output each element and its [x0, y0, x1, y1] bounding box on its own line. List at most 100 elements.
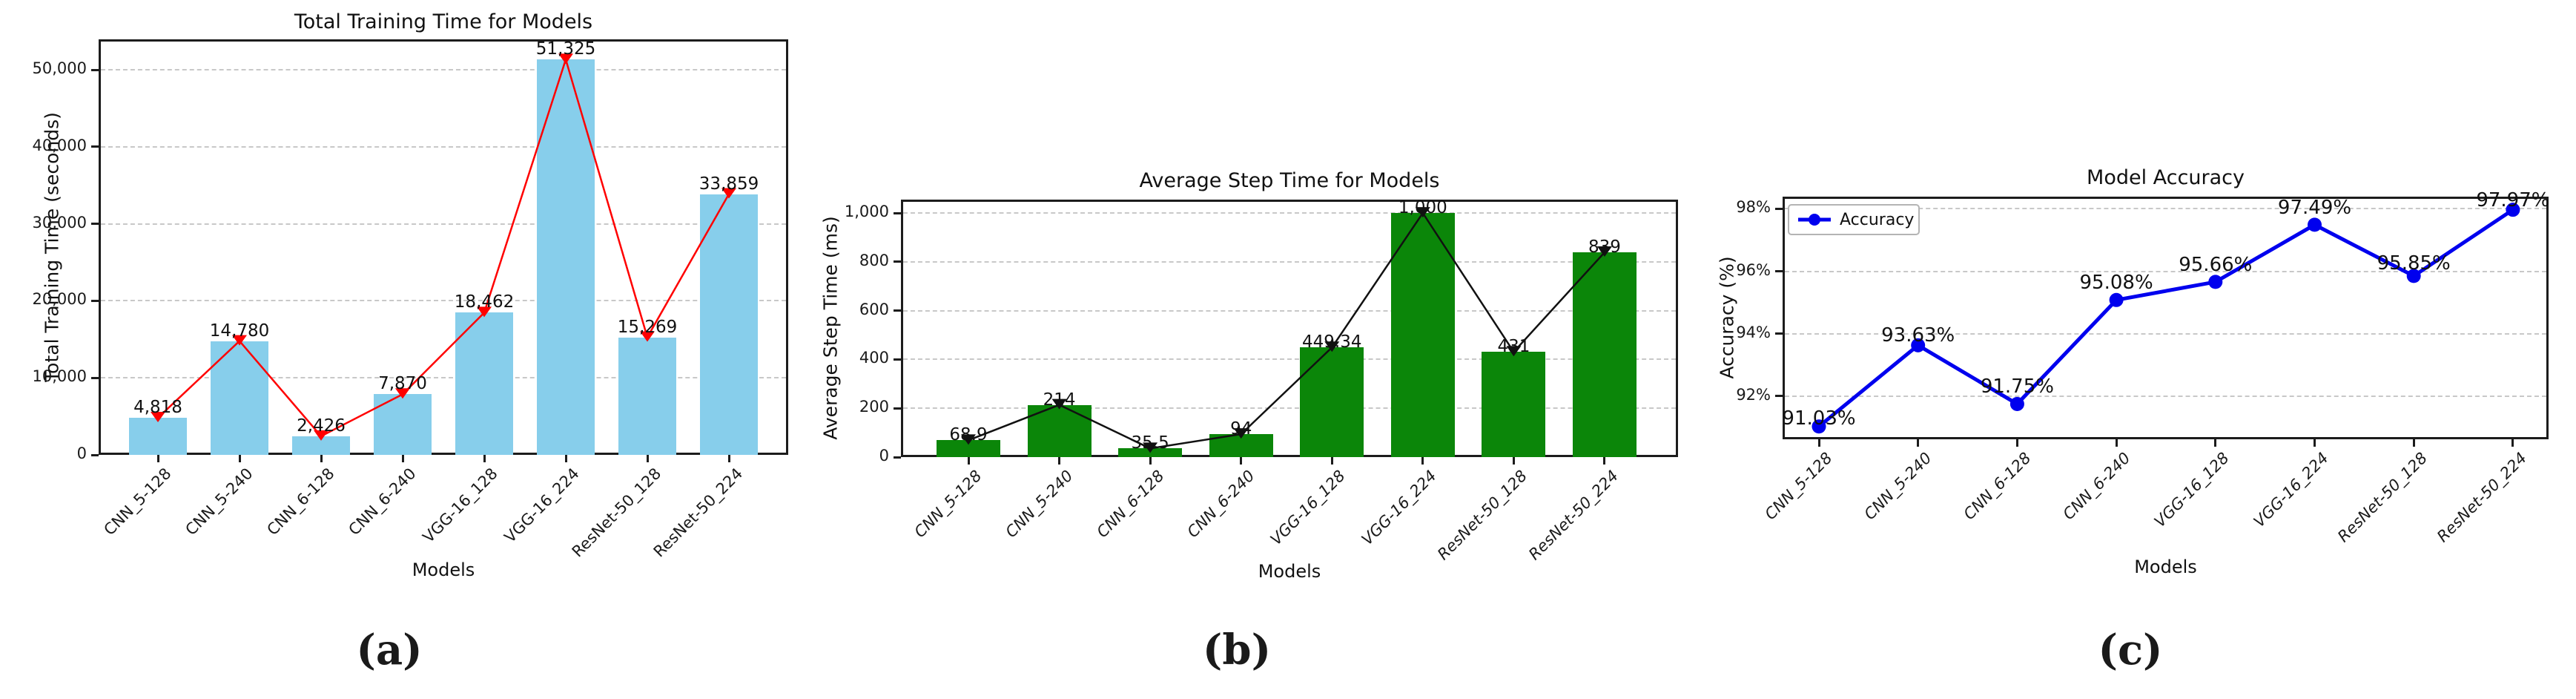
value-label: 7,870 [378, 374, 427, 394]
x-tick-mark [727, 455, 730, 462]
x-tick-label: CNN_6-128 [1960, 449, 2035, 524]
x-tick-mark [2115, 439, 2118, 447]
gridline [903, 260, 1676, 263]
x-tick-mark [2214, 439, 2217, 447]
legend-line-sample [1798, 214, 1831, 226]
value-label: 95.66% [2179, 253, 2253, 276]
x-tick-label: CNN_5-240 [182, 465, 257, 539]
gridline [101, 145, 786, 148]
x-tick-mark [1817, 439, 1820, 447]
value-label: 33,859 [699, 174, 759, 194]
y-tick-label: 200 [859, 398, 889, 416]
chart-b-xlabel: Models [1258, 561, 1321, 582]
y-tick-label: 0 [879, 447, 889, 465]
x-tick-label: CNN_5-128 [1761, 449, 1836, 524]
value-label: 95.85% [2377, 252, 2451, 275]
y-tick-label: 600 [859, 300, 889, 318]
x-tick-label: ResNet-50_224 [2433, 449, 2530, 546]
value-label: 93.63% [1881, 324, 1955, 347]
value-label: 91.03% [1782, 407, 1856, 430]
x-tick-label: CNN_5-128 [911, 467, 985, 542]
gridline [903, 358, 1676, 361]
value-label: 94 [1230, 419, 1252, 439]
value-label: 431 [1497, 337, 1530, 357]
y-tick-label: 800 [859, 251, 889, 269]
x-tick-label: CNN_5-240 [1002, 467, 1077, 542]
y-tick-label: 94% [1736, 323, 1771, 341]
x-tick-label: CNN_6-240 [345, 465, 420, 539]
y-tick-label: 50,000 [32, 59, 87, 77]
x-tick-label: CNN_6-128 [263, 465, 338, 539]
bar-VGG-16_128 [1300, 347, 1364, 457]
y-tick-mark [91, 453, 99, 456]
value-label: 91.75% [1980, 375, 2054, 398]
value-label: 839 [1588, 237, 1621, 257]
chart-c-xlabel: Models [2134, 557, 2197, 577]
x-tick-label: ResNet-50_128 [1434, 467, 1531, 564]
y-tick-mark [91, 145, 99, 148]
value-label: 51,325 [535, 39, 596, 59]
legend-circle-marker [1809, 214, 1820, 226]
gridline [101, 223, 786, 225]
x-tick-mark [646, 455, 649, 462]
chart-c-title: Model Accuracy [2087, 166, 2245, 189]
x-tick-mark [2015, 439, 2018, 447]
value-label: 15,269 [617, 317, 678, 337]
y-tick-mark [894, 260, 901, 263]
legend-label: Accuracy [1840, 210, 1915, 229]
x-tick-mark [320, 455, 323, 462]
x-tick-label: VGG-16_128 [1267, 467, 1350, 549]
x-tick-label: VGG-16_128 [2150, 449, 2233, 531]
bar-CNN_5-128 [129, 417, 187, 455]
x-tick-label: VGG-16_224 [2250, 449, 2332, 531]
x-tick-label: ResNet-50_224 [650, 465, 746, 561]
chart-a-xlabel: Models [412, 559, 475, 580]
y-tick-mark [894, 211, 901, 214]
y-tick-mark [91, 223, 99, 226]
value-label: 214 [1043, 390, 1076, 410]
caption-a: (a) [356, 626, 423, 675]
x-tick-mark [2511, 439, 2514, 447]
value-label: 14,780 [209, 321, 270, 341]
x-tick-mark [1330, 457, 1333, 465]
gridline [1785, 395, 2546, 397]
y-tick-label: 30,000 [32, 213, 87, 232]
y-tick-mark [1775, 270, 1783, 273]
x-tick-mark [1603, 457, 1606, 465]
y-tick-mark [1775, 395, 1783, 398]
value-label: 449.34 [1302, 332, 1362, 352]
y-tick-label: 92% [1736, 385, 1771, 404]
x-tick-label: CNN_5-240 [1860, 449, 1935, 524]
y-tick-mark [894, 407, 901, 410]
gridline [903, 212, 1676, 214]
y-tick-label: 0 [76, 444, 87, 462]
value-label: 68.9 [949, 425, 988, 445]
caption-b: (b) [1202, 626, 1272, 675]
x-tick-label: VGG-16_224 [1358, 467, 1440, 549]
x-tick-label: CNN_6-240 [2058, 449, 2134, 524]
y-tick-mark [91, 376, 99, 379]
bar-CNN_6-128 [292, 436, 350, 455]
x-tick-mark [1421, 457, 1424, 465]
x-tick-mark [1512, 457, 1515, 465]
x-tick-mark [1149, 457, 1152, 465]
gridline [903, 309, 1676, 312]
x-tick-mark [1058, 457, 1061, 465]
caption-c: (c) [2098, 626, 2163, 675]
y-tick-label: 98% [1736, 198, 1771, 217]
value-label: 2,426 [297, 416, 346, 436]
bar-VGG-16_224 [537, 59, 595, 455]
value-label: 4,818 [133, 397, 182, 417]
x-tick-mark [156, 455, 159, 462]
legend-box: Accuracy [1788, 204, 1920, 235]
bar-ResNet-50_128 [1482, 352, 1546, 457]
x-tick-mark [401, 455, 404, 462]
y-tick-label: 1,000 [844, 203, 889, 221]
y-tick-label: 400 [859, 349, 889, 367]
y-tick-mark [91, 299, 99, 302]
value-label: 1,000 [1398, 198, 1447, 218]
x-tick-mark [483, 455, 486, 462]
value-label: 18,462 [454, 292, 515, 312]
chart-b-title: Average Step Time for Models [1139, 169, 1440, 192]
